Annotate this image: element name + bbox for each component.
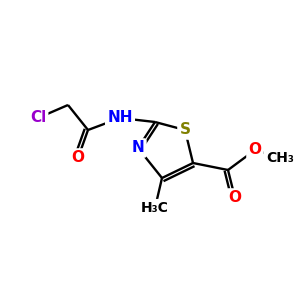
Text: H₃C: H₃C <box>141 201 169 215</box>
Text: O: O <box>71 151 85 166</box>
Text: O: O <box>248 142 262 158</box>
Text: Cl: Cl <box>30 110 46 125</box>
Text: N: N <box>132 140 144 155</box>
Text: O: O <box>229 190 242 206</box>
Text: CH₃: CH₃ <box>266 151 294 165</box>
Text: NH: NH <box>107 110 133 125</box>
Text: S: S <box>179 122 191 137</box>
